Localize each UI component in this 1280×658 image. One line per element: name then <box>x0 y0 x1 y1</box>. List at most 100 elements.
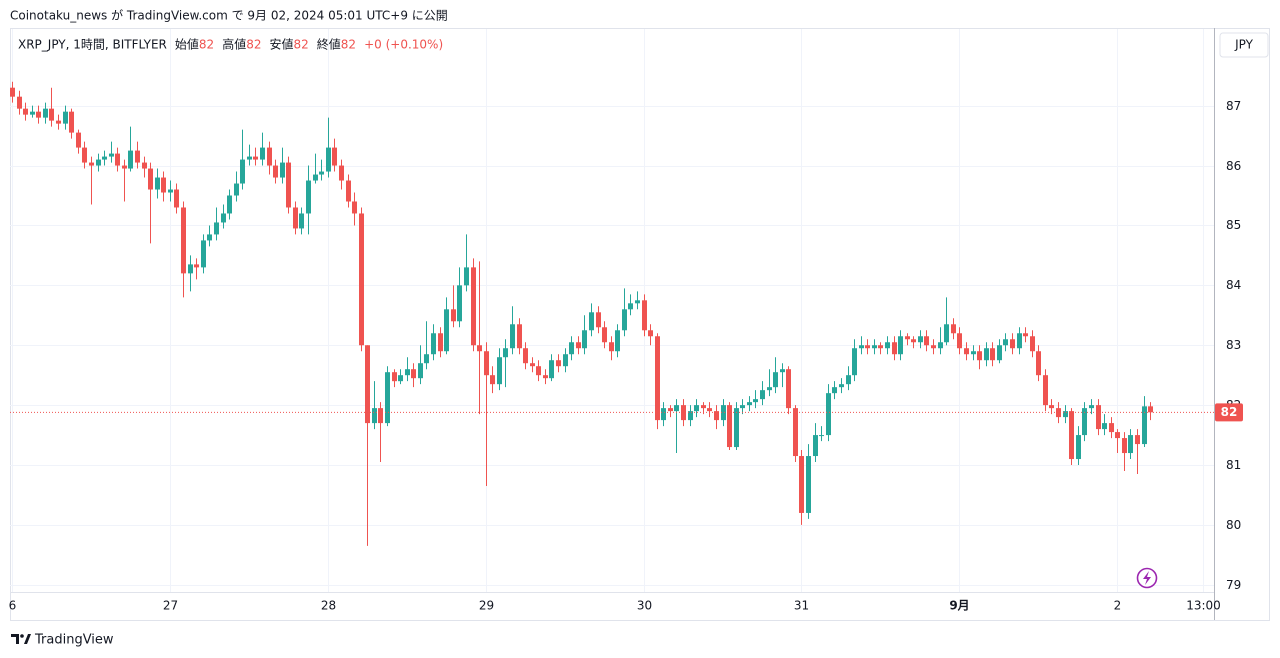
currency-label[interactable]: JPY <box>1234 38 1254 52</box>
currency-button[interactable] <box>1219 32 1269 58</box>
candle-body <box>872 345 877 349</box>
candle-body <box>484 351 489 376</box>
candle-body <box>839 384 844 388</box>
candle-body <box>148 168 153 190</box>
candle-body <box>510 324 515 349</box>
candle-body <box>911 339 916 343</box>
candle-body <box>569 342 574 355</box>
grid <box>10 29 1214 592</box>
candle-body <box>299 213 304 229</box>
candle-body <box>944 324 949 343</box>
candle-body <box>267 147 272 166</box>
candle-body <box>36 111 41 118</box>
lightning-icon[interactable] <box>1136 567 1158 589</box>
candle-body <box>477 345 482 352</box>
candle-body <box>247 156 252 160</box>
candle-body <box>892 342 897 355</box>
candle-body <box>674 405 679 412</box>
candle-body <box>951 324 956 334</box>
x-tick-label: 30 <box>637 599 652 613</box>
candle-body <box>523 348 528 364</box>
legend-item-value: 82 <box>199 38 214 52</box>
candle-body <box>319 171 324 175</box>
candle-body <box>503 348 508 358</box>
candle-body <box>194 264 199 268</box>
candle-body <box>997 345 1002 361</box>
candle-body <box>174 189 179 208</box>
candle-body <box>543 375 548 379</box>
candle-body <box>786 369 791 409</box>
candle-body <box>648 330 653 337</box>
candle-body <box>971 351 976 355</box>
candle-body <box>326 147 331 172</box>
candle-body <box>339 165 344 181</box>
candle-body <box>260 147 265 160</box>
candle-body <box>109 153 114 157</box>
candle-body <box>405 369 410 376</box>
chart-frame <box>10 28 1270 621</box>
candle-body <box>142 162 147 169</box>
candle-body <box>1036 351 1041 376</box>
x-tick-label: 2 <box>1114 599 1122 613</box>
candle-body <box>589 312 594 331</box>
candle-body <box>234 183 239 196</box>
candle-body <box>977 351 982 361</box>
candle-body <box>286 162 291 208</box>
candles <box>10 81 1153 546</box>
candle-body <box>181 207 186 274</box>
candle-body <box>155 177 160 190</box>
candle-body <box>1109 423 1114 433</box>
legend: XRP_JPY, 1時間, BITFLYER 始値 82 高値 82 安値 82 終値 82 +0… <box>18 37 443 52</box>
candle-body <box>688 411 693 421</box>
candle-body <box>1102 423 1107 430</box>
candle-body <box>846 375 851 385</box>
candle-body <box>385 372 390 424</box>
candle-body <box>471 267 476 346</box>
candle-body <box>885 342 890 349</box>
candle-body <box>1010 339 1015 349</box>
candle-body <box>56 120 61 124</box>
candle-body <box>497 357 502 385</box>
candle-body <box>780 369 785 373</box>
candle-body <box>596 312 601 328</box>
candle-body <box>1128 435 1133 454</box>
candle-body <box>30 111 35 115</box>
x-tick-label: 27 <box>163 599 178 613</box>
candle-body <box>1135 435 1140 445</box>
candle-body <box>865 345 870 349</box>
candle-body <box>273 165 278 178</box>
legend-item-label: 始値 <box>175 37 199 52</box>
legend-item-label: 高値 <box>222 37 246 52</box>
candle-body <box>411 369 416 379</box>
candle-body <box>1148 406 1153 413</box>
y-tick-label: 86 <box>1226 159 1241 173</box>
candle-body <box>115 153 120 166</box>
candle-body <box>221 213 226 223</box>
candle-body <box>76 132 81 148</box>
candle-body <box>753 399 758 403</box>
candle-body <box>135 150 140 163</box>
candle-body <box>444 309 449 352</box>
last-price-label: 82 <box>1221 405 1238 419</box>
candle-body <box>1056 408 1061 418</box>
candle-body <box>43 108 48 118</box>
candle-body <box>938 342 943 349</box>
candle-body <box>740 405 745 409</box>
candle-body <box>878 345 883 349</box>
legend-item-value: 82 <box>246 38 261 52</box>
legend-item-value: 82 <box>294 38 309 52</box>
x-tick-label: 28 <box>321 599 336 613</box>
candle-body <box>365 345 370 424</box>
candle-body <box>1043 375 1048 406</box>
candle-body <box>582 330 587 349</box>
candle-body <box>1030 336 1035 352</box>
y-tick-label: 81 <box>1226 458 1241 472</box>
candle-body <box>398 375 403 382</box>
candle-body <box>602 327 607 343</box>
y-tick-label: 85 <box>1226 218 1241 232</box>
footer-brand: TradingView <box>34 633 114 648</box>
candle-body <box>655 336 660 421</box>
candle-body <box>438 333 443 352</box>
y-tick-label: 79 <box>1226 578 1241 592</box>
candle-body <box>424 354 429 364</box>
